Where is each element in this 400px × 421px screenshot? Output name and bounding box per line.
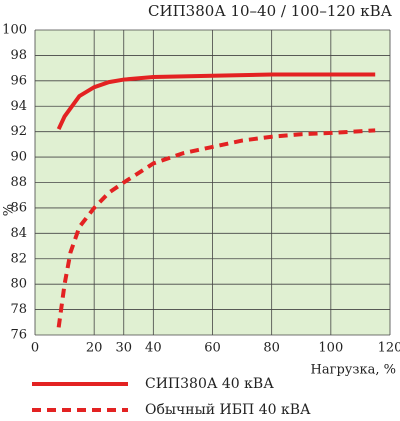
y-tick-label: 94 <box>10 99 27 114</box>
y-axis-label: % <box>2 204 17 216</box>
legend-label: СИП380А 40 кВА <box>145 376 274 392</box>
chart-title: СИП380А 10–40 / 100–120 кВА <box>148 2 393 20</box>
y-tick-label: 80 <box>10 277 27 292</box>
y-tick-label: 76 <box>10 328 27 343</box>
x-tick-label: 120 <box>378 341 400 356</box>
line-series <box>56 72 376 130</box>
x-tick-label: 60 <box>204 341 221 356</box>
x-axis-label: Нагрузка, % <box>311 363 396 378</box>
line-series <box>56 128 376 328</box>
y-tick-label: 86 <box>10 200 27 215</box>
x-tick-label: 30 <box>115 341 132 356</box>
x-tick-label: 20 <box>86 341 103 356</box>
y-tick-label: 88 <box>10 175 27 190</box>
y-tick-label: 100 <box>2 23 27 38</box>
x-tick-label: 100 <box>318 341 343 356</box>
y-tick-label: 96 <box>10 73 27 88</box>
y-tick-label: 98 <box>10 48 27 63</box>
x-tick-label: 80 <box>263 341 280 356</box>
legend-label: Обычный ИБП 40 кВА <box>145 402 311 418</box>
y-tick-label: 92 <box>10 124 27 139</box>
y-tick-label: 82 <box>10 251 27 266</box>
y-tick-label: 90 <box>10 150 27 165</box>
y-tick-label: 84 <box>10 226 27 241</box>
x-tick-label: 40 <box>145 341 162 356</box>
x-tick-label: 0 <box>31 341 39 356</box>
y-tick-label: 78 <box>10 302 27 317</box>
